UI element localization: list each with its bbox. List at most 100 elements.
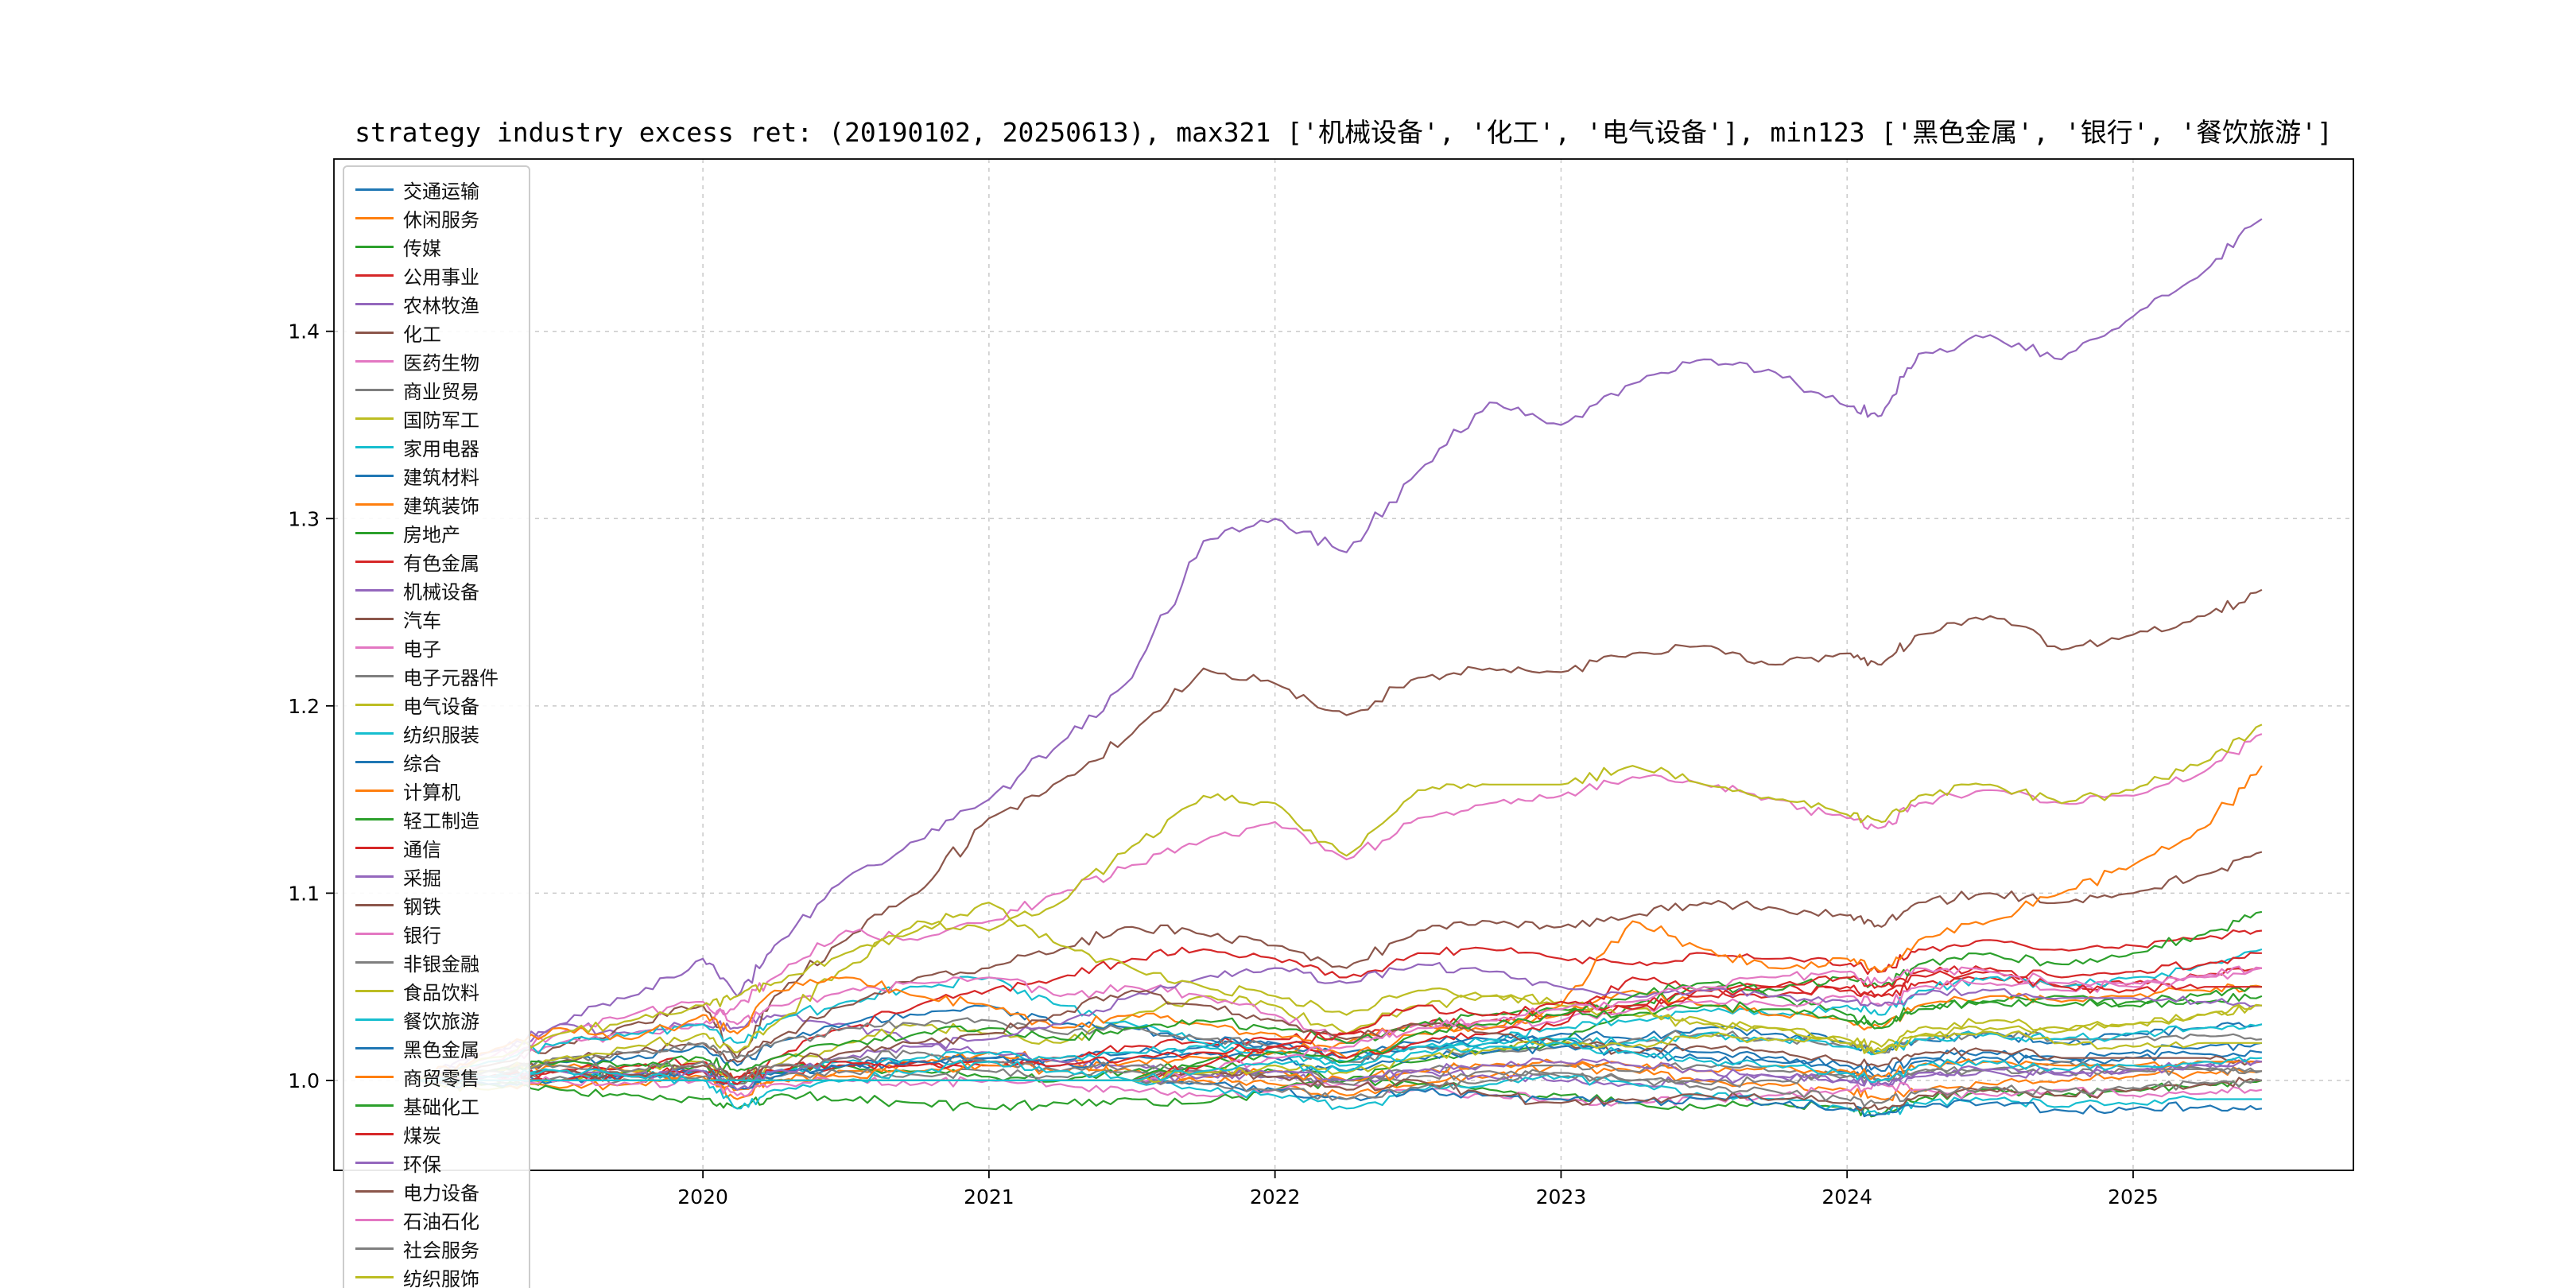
legend-label: 化工 xyxy=(403,323,441,346)
legend-line-swatch xyxy=(355,331,394,334)
legend-label: 有色金属 xyxy=(403,552,479,575)
legend-line-swatch xyxy=(355,588,394,592)
legend-item: 煤炭 xyxy=(344,1119,529,1148)
legend-item: 化工 xyxy=(344,318,529,347)
legend-label: 建筑材料 xyxy=(403,466,479,489)
legend-label: 石油石化 xyxy=(403,1210,479,1233)
legend-item: 建筑装饰 xyxy=(344,490,529,518)
series-line-餐饮旅游 xyxy=(417,1059,2262,1117)
legend-item: 国防军工 xyxy=(344,404,529,433)
legend-item: 汽车 xyxy=(344,604,529,633)
legend-label: 机械设备 xyxy=(403,580,479,603)
legend-item: 机械设备 xyxy=(344,576,529,604)
legend-label: 农林牧渔 xyxy=(403,294,479,317)
legend-item: 电子元器件 xyxy=(344,661,529,690)
legend-line-swatch xyxy=(355,1046,394,1049)
legend-line-swatch xyxy=(355,1161,394,1164)
legend-label: 社会服务 xyxy=(403,1239,479,1262)
legend-label: 商业贸易 xyxy=(403,380,479,403)
legend-item: 建筑材料 xyxy=(344,461,529,490)
series-line-食品饮料 xyxy=(416,902,2262,1081)
legend-label: 商贸零售 xyxy=(403,1067,479,1090)
series-line-美容护理 xyxy=(417,1038,2262,1084)
legend-line-swatch xyxy=(355,1132,394,1135)
legend-label: 电气设备 xyxy=(403,695,479,718)
legend-item: 计算机 xyxy=(344,776,529,805)
legend-label: 家用电器 xyxy=(403,437,479,460)
legend-item: 黑色金属 xyxy=(344,1034,529,1062)
legend-line-swatch xyxy=(355,216,394,219)
series-lines xyxy=(416,218,2263,1118)
legend-item: 电气设备 xyxy=(344,690,529,719)
legend-line-swatch xyxy=(355,817,394,821)
legend-item: 餐饮旅游 xyxy=(344,1005,529,1034)
legend-label: 建筑装饰 xyxy=(403,495,479,518)
series-line-钢铁 xyxy=(417,989,2262,1084)
legend-item: 家用电器 xyxy=(344,433,529,461)
legend-item: 采掘 xyxy=(344,862,529,890)
legend-line-swatch xyxy=(355,531,394,534)
legend-item: 休闲服务 xyxy=(344,204,529,232)
legend-label: 银行 xyxy=(403,924,441,947)
legend-line-swatch xyxy=(355,445,394,448)
legend-item: 传媒 xyxy=(344,232,529,261)
legend-item: 基础化工 xyxy=(344,1091,529,1119)
legend-item: 环保 xyxy=(344,1148,529,1177)
legend-item: 商业贸易 xyxy=(344,375,529,404)
legend-item: 交通运输 xyxy=(344,175,529,204)
axes-frame xyxy=(333,158,2354,1171)
legend-label: 电子元器件 xyxy=(403,666,499,689)
legend-line-swatch xyxy=(355,674,394,677)
legend-label: 纺织服饰 xyxy=(403,1267,479,1288)
x-tick-label: 2023 xyxy=(1536,1185,1587,1208)
legend-label: 电力设备 xyxy=(403,1181,479,1205)
legend-item: 钢铁 xyxy=(344,890,529,919)
x-tick-label: 2025 xyxy=(2108,1185,2159,1208)
legend-line-swatch xyxy=(355,960,394,964)
y-tick-label: 1.3 xyxy=(288,507,320,530)
legend-line-swatch xyxy=(355,903,394,906)
legend-item: 食品饮料 xyxy=(344,976,529,1005)
legend-label: 休闲服务 xyxy=(403,208,479,231)
legend-line-swatch xyxy=(355,846,394,849)
legend-label: 医药生物 xyxy=(403,351,479,374)
legend-label: 房地产 xyxy=(403,523,460,546)
legend-item: 社会服务 xyxy=(344,1234,529,1263)
legend-item: 农林牧渔 xyxy=(344,289,529,318)
legend-label: 轻工制造 xyxy=(403,809,479,832)
legend-line-swatch xyxy=(355,731,394,735)
legend-line-swatch xyxy=(355,875,394,878)
series-line-电气设备 xyxy=(417,724,2263,1082)
legend-label: 非银金融 xyxy=(403,952,479,976)
series-line-机械设备 xyxy=(416,218,2263,1081)
legend-line-swatch xyxy=(355,417,394,420)
series-line-休闲服务 xyxy=(417,1050,2263,1102)
legend-item: 非银金融 xyxy=(344,948,529,976)
legend-line-swatch xyxy=(355,760,394,763)
legend-line-swatch xyxy=(355,932,394,935)
legend-line-swatch xyxy=(355,1275,394,1278)
legend-label: 黑色金属 xyxy=(403,1038,479,1061)
legend-label: 环保 xyxy=(403,1153,441,1176)
legend-item: 轻工制造 xyxy=(344,805,529,833)
y-tick-label: 1.0 xyxy=(288,1069,320,1092)
legend-label: 纺织服装 xyxy=(403,724,479,747)
legend: 交通运输休闲服务 传媒公用事业农林牧渔化工医药生物商业贸易 国防军工家用电器建筑材料… xyxy=(343,165,530,1288)
legend-label: 公用事业 xyxy=(403,266,479,289)
series-line-有色金属 xyxy=(417,929,2263,1081)
legend-label: 钢铁 xyxy=(403,895,441,918)
x-tick-label: 2022 xyxy=(1250,1185,1301,1208)
legend-line-swatch xyxy=(355,560,394,563)
legend-item: 商贸零售 xyxy=(344,1062,529,1091)
legend-line-swatch xyxy=(355,1075,394,1078)
y-tick-label: 1.4 xyxy=(288,320,320,343)
legend-line-swatch xyxy=(355,646,394,649)
series-line-医药生物 xyxy=(416,733,2263,1081)
y-tick-label: 1.2 xyxy=(288,695,320,718)
legend-line-swatch xyxy=(355,1247,394,1250)
legend-line-swatch xyxy=(355,188,394,191)
chart-title: strategy industry excess ret: (20190102,… xyxy=(355,117,2333,148)
legend-label: 食品饮料 xyxy=(403,981,479,1004)
